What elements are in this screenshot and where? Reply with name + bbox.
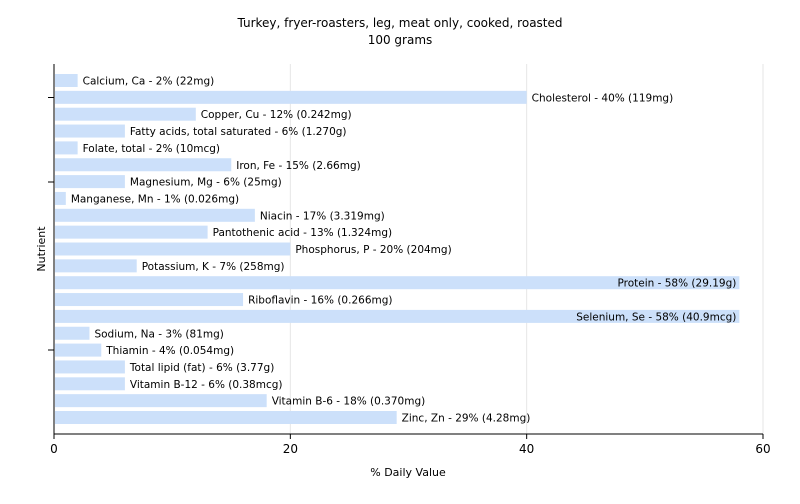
bar-label: Total lipid (fat) - 6% (3.77g) [129,362,274,374]
bar-label: Vitamin B-6 - 18% (0.370mg) [272,396,426,408]
bar-label: Sodium, Na - 3% (81mg) [94,328,223,340]
bar-label: Riboflavin - 16% (0.266mg) [248,295,392,307]
bar [55,242,291,256]
bar [55,141,78,155]
bar-label: Folate, total - 2% (10mcg) [83,143,220,155]
bar-label: Selenium, Se - 58% (40.9mcg) [576,311,736,323]
y-ticks [48,97,54,351]
bar-label: Protein - 58% (29.19g) [617,278,736,290]
bar [55,191,66,205]
bar [55,107,196,121]
bar [55,259,137,273]
bar-label: Thiamin - 4% (0.054mg) [105,345,234,357]
bar [55,411,397,424]
bar [55,175,125,189]
bar [55,309,740,323]
bar-label: Vitamin B-12 - 6% (0.38mcg) [130,379,283,391]
bar [55,326,90,340]
bar-label: Iron, Fe - 15% (2.66mg) [236,160,360,172]
bar-label: Potassium, K - 7% (258mg) [142,261,285,273]
bar [55,276,740,290]
x-tick-label: 0 [50,442,58,456]
bar-label: Manganese, Mn - 1% (0.026mg) [71,193,239,205]
x-ticks: 0 20 40 60 [50,434,771,456]
bar-label: Pantothenic acid - 13% (1.324mg) [213,227,392,239]
axes [53,64,763,435]
bar-label: Fatty acids, total saturated - 6% (1.270… [130,126,347,138]
bar-label: Phosphorus, P - 20% (204mg) [295,244,451,256]
bar-label: Magnesium, Mg - 6% (25mg) [130,177,282,189]
chart-subtitle: 100 grams [368,33,433,47]
x-axis-title: % Daily Value [370,466,446,479]
bar [55,90,527,104]
bar [55,74,78,87]
x-tick-label: 60 [755,442,770,456]
bar [55,293,244,307]
bar-labels: Calcium, Ca - 2% (22mg) Cholesterol - 40%… [71,76,737,425]
x-tick-label: 40 [519,442,534,456]
bars [55,74,740,424]
bar [55,360,125,374]
y-axis-title: Nutrient [35,226,48,272]
gridlines [289,64,764,434]
bar [55,225,208,239]
bar-label: Cholesterol - 40% (119mg) [532,92,674,104]
bar-label: Calcium, Ca - 2% (22mg) [83,76,215,88]
bar [55,208,255,222]
bar-label: Copper, Cu - 12% (0.242mg) [201,109,352,121]
bar [55,124,125,138]
bar-label: Niacin - 17% (3.319mg) [260,210,385,222]
chart-title: Turkey, fryer-roasters, leg, meat only, … [236,16,562,30]
bar-label: Zinc, Zn - 29% (4.28mg) [402,413,531,425]
x-tick-label: 20 [283,442,298,456]
bar [55,343,102,357]
bar [55,394,267,408]
bar [55,158,232,172]
bar [55,377,125,391]
